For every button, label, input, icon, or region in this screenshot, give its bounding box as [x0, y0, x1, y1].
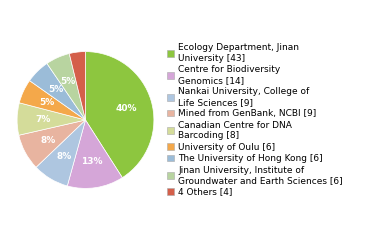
Text: 40%: 40%	[116, 104, 137, 113]
Wedge shape	[86, 52, 154, 178]
Wedge shape	[17, 103, 85, 135]
Wedge shape	[19, 120, 86, 167]
Text: 5%: 5%	[40, 98, 55, 107]
Wedge shape	[47, 54, 86, 120]
Text: 7%: 7%	[35, 115, 51, 124]
Wedge shape	[67, 120, 122, 188]
Wedge shape	[69, 52, 86, 120]
Text: 5%: 5%	[61, 77, 76, 86]
Text: 8%: 8%	[56, 152, 71, 161]
Text: 8%: 8%	[41, 136, 56, 144]
Legend: Ecology Department, Jinan
University [43], Centre for Biodiversity
Genomics [14]: Ecology Department, Jinan University [43…	[167, 43, 343, 197]
Wedge shape	[19, 81, 86, 120]
Text: 5%: 5%	[48, 85, 63, 94]
Text: 13%: 13%	[81, 157, 103, 166]
Wedge shape	[36, 120, 86, 186]
Wedge shape	[30, 64, 86, 120]
